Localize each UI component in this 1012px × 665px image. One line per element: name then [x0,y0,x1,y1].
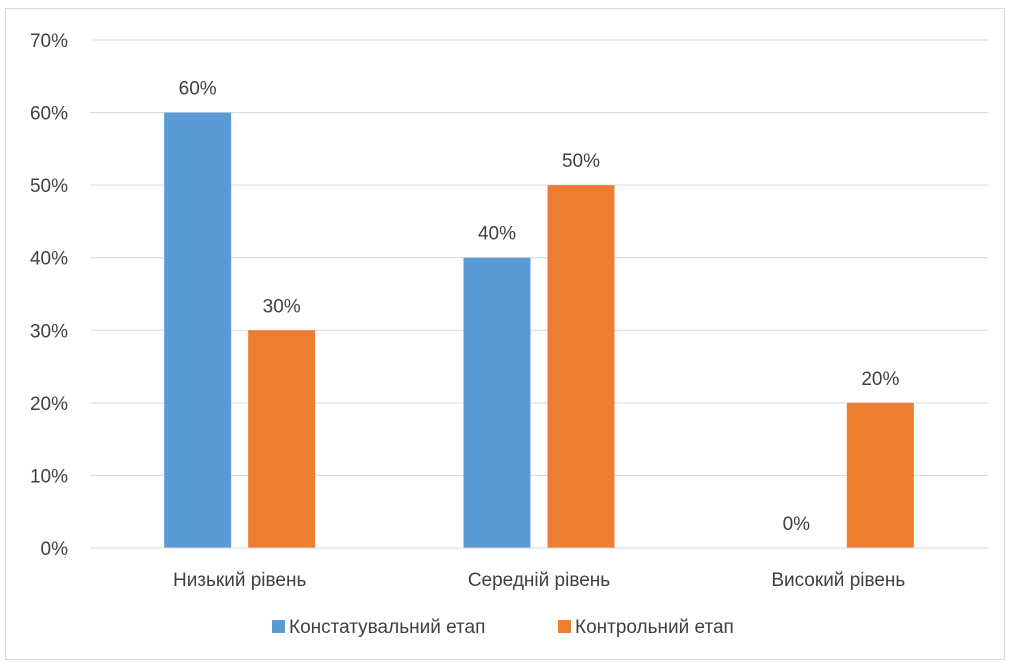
bars [164,112,914,549]
y-tick-label: 0% [41,539,69,560]
legend-swatch [272,620,285,633]
bar [164,112,232,549]
category-label: Середній рівень [468,570,610,591]
y-tick-label: 30% [30,321,68,342]
y-axis-ticks: 0% 10% 20% 30% 40% 50% 60% 70% [30,31,68,560]
data-label: 0% [783,514,811,535]
y-tick-label: 60% [30,104,68,125]
legend-label: Констатувальний етап [289,617,485,638]
legend: Констатувальний етап Контрольний етап [272,617,734,638]
data-label: 20% [861,369,899,390]
bar [846,402,914,548]
category-labels: Низький рівень Середній рівень Високий рів… [173,570,905,591]
bar [248,330,316,548]
bar [463,257,531,548]
data-label: 50% [562,151,600,172]
y-tick-label: 20% [30,394,68,415]
legend-label: Контрольний етап [575,617,734,638]
data-label: 30% [263,296,301,317]
y-tick-label: 40% [30,249,68,270]
y-tick-label: 50% [30,176,68,197]
legend-swatch [558,620,571,633]
data-labels: 60% 30% 40% 50% 0% 20% [179,79,900,535]
y-tick-label: 10% [30,466,68,487]
category-label: Низький рівень [173,570,306,591]
data-label: 40% [478,224,516,245]
data-label: 60% [179,79,217,100]
gridlines [90,39,988,476]
bar [547,185,615,548]
y-tick-label: 70% [30,31,68,52]
category-label: Високий рівень [771,570,905,591]
